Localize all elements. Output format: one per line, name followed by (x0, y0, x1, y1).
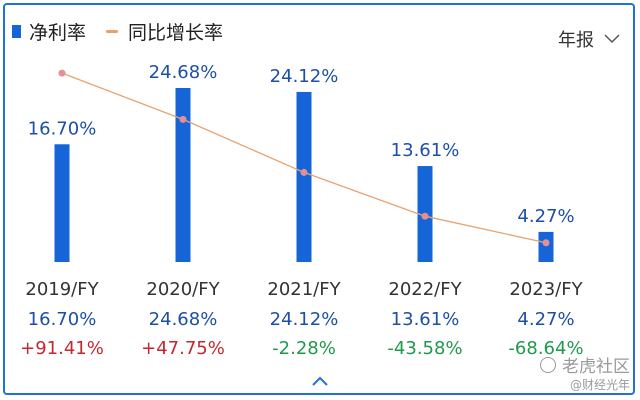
chevron-up-icon[interactable] (312, 376, 328, 386)
growth-point-2021/FY[interactable] (300, 168, 308, 176)
x-tick-label: 2021/FY (267, 279, 341, 300)
watermark-text: 老虎社区 (562, 357, 630, 377)
period-select[interactable]: 年报 (558, 26, 620, 52)
bar-value-label: 24.12% (270, 66, 339, 87)
bar-2021/FY[interactable] (296, 91, 312, 262)
net-margin-value: 24.12% (270, 309, 339, 330)
growth-point-2020/FY[interactable] (179, 115, 187, 123)
net-margin-value: 4.27% (517, 309, 574, 330)
watermark-subtext: @财经光年 (569, 378, 630, 392)
bar-2023/FY[interactable] (538, 231, 554, 262)
yoy-growth-value: -43.58% (387, 338, 462, 359)
x-tick-label: 2022/FY (388, 279, 462, 300)
tiger-logo-icon (540, 356, 556, 373)
bar-value-label: 24.68% (149, 62, 218, 83)
legend-item-net-margin[interactable]: 净利率 (12, 18, 86, 45)
watermark: 老虎社区 (540, 352, 630, 377)
bar-2020/FY[interactable] (175, 88, 191, 262)
period-select-value: 年报 (558, 30, 594, 51)
bar-value-label: 13.61% (391, 140, 460, 161)
chevron-down-icon (604, 34, 620, 44)
yoy-growth-value: -2.28% (272, 338, 336, 359)
net-margin-value: 16.70% (28, 309, 97, 330)
bar-swatch-icon (12, 25, 21, 38)
bar-2019/FY[interactable] (54, 144, 70, 262)
chart-frame (3, 3, 635, 395)
growth-point-2023/FY[interactable] (542, 239, 550, 247)
x-tick-label: 2020/FY (146, 279, 220, 300)
yoy-growth-value: +47.75% (141, 338, 225, 359)
x-tick-label: 2019/FY (25, 279, 99, 300)
net-margin-value: 13.61% (391, 309, 460, 330)
line-swatch-icon (106, 30, 119, 33)
legend-label-yoy-growth: 同比增长率 (128, 22, 224, 44)
growth-point-2022/FY[interactable] (421, 212, 429, 220)
x-tick-label: 2023/FY (509, 279, 583, 300)
bar-value-label: 4.27% (517, 206, 574, 227)
yoy-growth-value: +91.41% (20, 338, 104, 359)
legend-label-net-margin: 净利率 (29, 22, 87, 44)
net-margin-value: 24.68% (149, 309, 218, 330)
bar-value-label: 16.70% (28, 118, 97, 139)
legend: 净利率 同比增长率 (12, 18, 243, 45)
yoy-growth-value: -68.64% (508, 338, 583, 359)
legend-item-yoy-growth[interactable]: 同比增长率 (106, 18, 223, 45)
growth-point-2019/FY[interactable] (58, 69, 66, 77)
